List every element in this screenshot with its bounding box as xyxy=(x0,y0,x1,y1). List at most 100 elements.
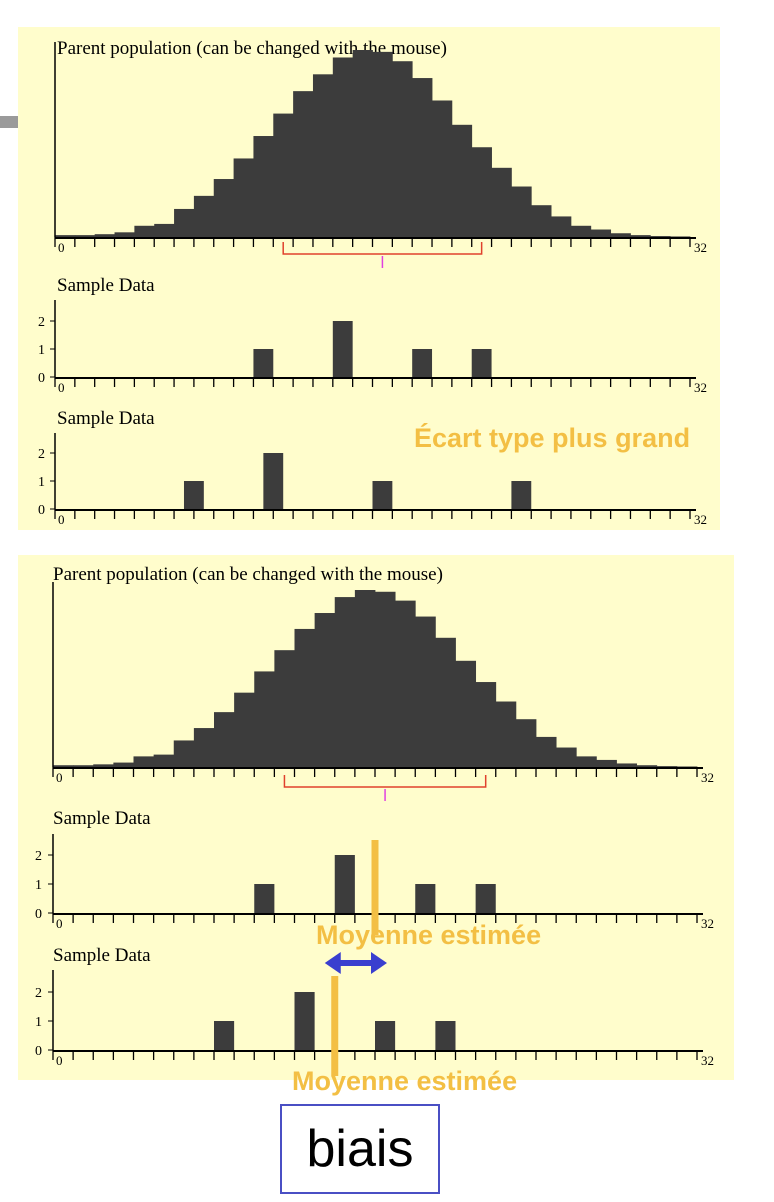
histogram-bar xyxy=(676,766,698,767)
histogram-bar xyxy=(636,765,658,767)
histogram-bar xyxy=(570,225,592,237)
histogram-bar xyxy=(293,91,314,237)
histogram-bar xyxy=(113,762,134,767)
x-tick-label-max: 32 xyxy=(694,512,707,527)
sample-bar xyxy=(214,1021,235,1050)
sample-bar xyxy=(332,321,353,377)
x-tick-label-min: 0 xyxy=(56,1053,63,1068)
y-tick-label: 1 xyxy=(38,475,45,490)
histogram-bar xyxy=(53,765,74,767)
histogram-bar xyxy=(375,591,396,767)
histogram-bar xyxy=(656,766,678,767)
y-tick-label: 0 xyxy=(38,503,45,518)
histogram-bar xyxy=(253,136,274,237)
biais-box: biais xyxy=(280,1104,440,1194)
histogram-bar xyxy=(670,236,691,237)
sample-bar xyxy=(511,481,532,509)
histogram-bar xyxy=(616,763,638,767)
histogram-bar xyxy=(214,712,235,767)
histogram-bar xyxy=(233,158,254,237)
biais-label: biais xyxy=(306,1120,414,1178)
histogram-bar xyxy=(334,597,356,767)
sample-bar xyxy=(412,349,433,377)
moyenne-estimee-label-2: Moyenne estimée xyxy=(292,1066,518,1096)
histogram-bar xyxy=(372,51,393,238)
x-tick-label-min: 0 xyxy=(58,240,65,255)
histogram-bar xyxy=(273,113,294,237)
histogram-bar xyxy=(74,235,96,237)
sample-bar xyxy=(475,884,496,913)
interval-bracket xyxy=(282,242,483,255)
histogram-bar xyxy=(354,590,376,767)
sample-bar xyxy=(471,349,492,377)
histogram-bar xyxy=(73,765,94,767)
bias-arrow-left-head xyxy=(324,952,341,974)
histogram-bar xyxy=(332,57,354,238)
x-tick-label-min: 0 xyxy=(58,380,65,395)
histogram-bar xyxy=(395,600,416,767)
sample-bar xyxy=(415,884,436,913)
histogram-bar xyxy=(471,147,492,237)
histogram-bar xyxy=(576,756,597,767)
histogram-bar xyxy=(154,223,175,237)
histogram-bar xyxy=(93,764,114,767)
histogram-bar xyxy=(495,701,517,767)
histogram-bar xyxy=(134,225,155,237)
histogram-bar xyxy=(531,205,552,237)
histogram-bar xyxy=(630,235,651,237)
x-tick-label-min: 0 xyxy=(56,916,63,931)
histogram-bar xyxy=(312,74,334,237)
histogram-bar xyxy=(451,124,473,237)
y-tick-label: 0 xyxy=(35,907,42,922)
x-tick-label-min: 0 xyxy=(56,770,63,785)
histogram-bar xyxy=(114,232,135,237)
histogram-bar xyxy=(491,167,512,237)
histogram-bar xyxy=(193,728,215,767)
y-tick-label: 2 xyxy=(35,986,42,1001)
sample-bar xyxy=(372,481,393,509)
histogram-bar xyxy=(432,100,453,238)
chart-title: Parent population (can be changed with t… xyxy=(53,564,443,585)
x-tick-label-max: 32 xyxy=(701,916,714,931)
moyenne-estimee-label-1: Moyenne estimée xyxy=(316,920,542,950)
chart-title: Sample Data xyxy=(53,945,151,966)
x-tick-label-max: 32 xyxy=(701,770,714,785)
y-tick-label: 2 xyxy=(38,447,45,462)
histogram-bar xyxy=(352,50,373,237)
histogram-bar xyxy=(94,234,115,237)
histogram-bar xyxy=(193,195,215,237)
histogram-bar xyxy=(556,747,577,767)
ecart-type-annotation: Écart type plus grand xyxy=(414,423,691,453)
sample-bar xyxy=(375,1021,396,1050)
x-tick-label-min: 0 xyxy=(58,512,65,527)
histogram-bar xyxy=(415,616,436,767)
x-tick-label-max: 32 xyxy=(694,380,707,395)
histogram-bar xyxy=(174,208,195,237)
histogram-bar xyxy=(294,628,316,767)
y-tick-label: 1 xyxy=(35,1015,42,1030)
histogram-bar xyxy=(536,736,557,767)
histogram-bar xyxy=(590,229,612,237)
histogram-bar xyxy=(213,179,234,237)
y-tick-label: 1 xyxy=(35,878,42,893)
x-tick-label-max: 32 xyxy=(701,1053,714,1068)
x-tick-label-max: 32 xyxy=(694,240,707,255)
histogram-bar xyxy=(254,671,275,767)
histogram-bar xyxy=(455,660,477,767)
sample-bar xyxy=(294,992,315,1050)
slide-bullet xyxy=(0,116,18,128)
y-tick-label: 1 xyxy=(38,343,45,358)
sample-bar xyxy=(435,1021,456,1050)
y-tick-label: 0 xyxy=(38,371,45,386)
sample-bar xyxy=(253,349,274,377)
chart-title: Sample Data xyxy=(53,808,151,829)
histogram-bar xyxy=(515,719,537,767)
histogram-bar xyxy=(392,61,413,237)
histogram-bar xyxy=(511,186,532,237)
histogram-bar xyxy=(314,613,336,767)
histogram-bar xyxy=(234,692,255,767)
y-tick-label: 0 xyxy=(35,1044,42,1059)
sample-bar xyxy=(183,481,204,509)
histogram-bar xyxy=(55,235,76,237)
